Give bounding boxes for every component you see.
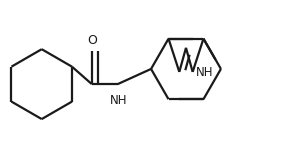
Text: O: O	[87, 34, 97, 47]
Text: NH: NH	[196, 66, 214, 79]
Text: NH: NH	[110, 94, 127, 107]
